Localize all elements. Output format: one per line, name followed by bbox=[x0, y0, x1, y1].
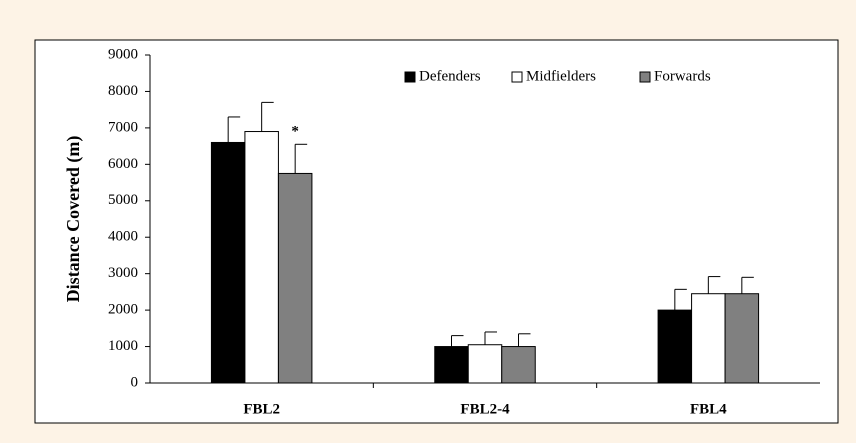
y-tick-label: 7000 bbox=[108, 119, 138, 135]
legend-swatch bbox=[404, 71, 416, 83]
bar bbox=[467, 344, 503, 384]
y-tick-label: 4000 bbox=[108, 229, 138, 245]
legend-swatch bbox=[511, 71, 523, 83]
y-tick-label: 8000 bbox=[108, 83, 138, 99]
bar bbox=[277, 172, 313, 384]
bar bbox=[724, 293, 760, 384]
x-tick-label: FBL4 bbox=[690, 401, 727, 417]
y-tick-label: 0 bbox=[131, 374, 139, 390]
bar bbox=[434, 346, 469, 384]
legend-label: Forwards bbox=[654, 68, 711, 84]
y-tick-label: 3000 bbox=[108, 265, 138, 281]
legend-swatch bbox=[639, 71, 651, 83]
y-tick-label: 1000 bbox=[108, 338, 138, 354]
y-tick-label: 2000 bbox=[108, 302, 138, 318]
legend-label: Midfielders bbox=[526, 68, 596, 84]
x-tick-label: FBL2-4 bbox=[460, 401, 510, 417]
bar bbox=[501, 346, 536, 384]
y-tick-label: 6000 bbox=[108, 156, 138, 172]
x-tick-label: FBL2 bbox=[243, 401, 280, 417]
annotation: * bbox=[291, 124, 299, 140]
bar bbox=[657, 309, 693, 384]
y-axis-label: Distance Covered (m) bbox=[63, 136, 84, 303]
y-tick-label: 9000 bbox=[108, 46, 138, 62]
bar bbox=[244, 131, 279, 384]
bar bbox=[210, 141, 246, 384]
y-tick-label: 5000 bbox=[108, 192, 138, 208]
legend-label: Defenders bbox=[419, 68, 481, 84]
bar bbox=[691, 293, 726, 384]
